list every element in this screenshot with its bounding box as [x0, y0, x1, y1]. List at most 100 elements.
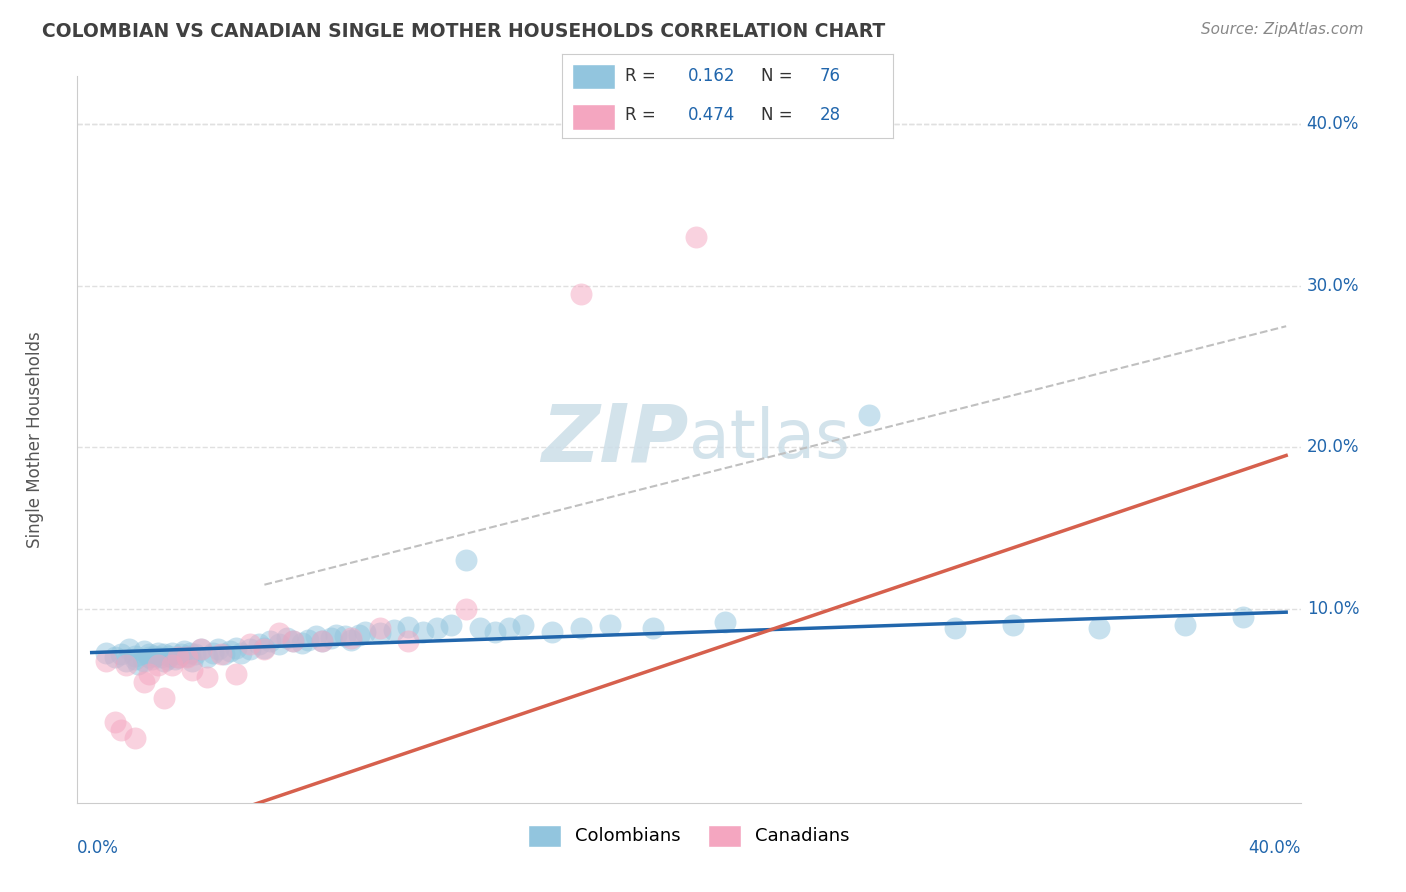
Text: 30.0%: 30.0% [1306, 277, 1360, 295]
Point [454, 553, 477, 567]
Legend: Colombians, Canadians: Colombians, Canadians [519, 815, 859, 855]
Point [184, 647, 207, 661]
Text: 40.0%: 40.0% [1249, 839, 1301, 857]
Point [225, 666, 247, 681]
Point [190, 642, 212, 657]
Point [267, 638, 290, 652]
Point [181, 654, 204, 668]
Point [498, 621, 520, 635]
Point [311, 634, 333, 648]
Text: 10.0%: 10.0% [1306, 600, 1360, 618]
Point [132, 674, 155, 689]
Point [104, 714, 127, 729]
Point [176, 648, 198, 663]
Point [124, 652, 146, 666]
Point [858, 408, 880, 422]
Point [152, 647, 174, 661]
Point [484, 624, 506, 639]
Point [470, 621, 492, 635]
Point [167, 650, 190, 665]
Point [541, 624, 564, 639]
FancyBboxPatch shape [572, 63, 616, 89]
Point [155, 652, 177, 666]
Point [201, 646, 224, 660]
Point [512, 618, 534, 632]
Point [291, 636, 314, 650]
Point [152, 690, 174, 705]
Point [319, 631, 342, 645]
Point [368, 626, 391, 640]
Point [641, 621, 664, 635]
Point [253, 640, 276, 655]
Point [225, 640, 247, 655]
Text: R =: R = [626, 68, 661, 86]
Point [127, 657, 149, 671]
Point [209, 647, 232, 661]
Point [146, 646, 169, 660]
Point [179, 646, 201, 660]
Point [207, 642, 229, 657]
Point [195, 670, 218, 684]
Point [104, 650, 127, 665]
Point [115, 658, 138, 673]
Text: 0.162: 0.162 [688, 68, 735, 86]
Point [685, 230, 707, 244]
Point [162, 646, 184, 660]
Point [138, 666, 160, 681]
Point [569, 287, 592, 301]
Text: R =: R = [626, 106, 661, 124]
Point [943, 621, 966, 635]
Text: N =: N = [761, 106, 797, 124]
Point [181, 663, 204, 677]
Text: COLOMBIAN VS CANADIAN SINGLE MOTHER HOUSEHOLDS CORRELATION CHART: COLOMBIAN VS CANADIAN SINGLE MOTHER HOUS… [42, 22, 886, 41]
Point [165, 652, 187, 666]
Point [454, 602, 477, 616]
Point [267, 626, 290, 640]
Point [412, 624, 434, 639]
Point [1232, 610, 1254, 624]
Text: 76: 76 [820, 68, 841, 86]
Point [143, 648, 166, 663]
Point [124, 648, 146, 663]
Text: 20.0%: 20.0% [1306, 438, 1360, 457]
Point [159, 648, 181, 663]
FancyBboxPatch shape [572, 104, 616, 130]
Point [146, 658, 169, 673]
Text: atlas: atlas [689, 407, 849, 472]
Point [311, 634, 333, 648]
Text: 40.0%: 40.0% [1306, 115, 1360, 133]
Point [115, 654, 138, 668]
Point [138, 647, 160, 661]
Text: 0.474: 0.474 [688, 106, 735, 124]
Point [354, 624, 377, 639]
Point [152, 654, 174, 668]
Point [283, 634, 305, 648]
Point [247, 638, 270, 652]
Point [218, 644, 240, 658]
Point [305, 629, 328, 643]
Point [170, 647, 193, 661]
Point [94, 646, 117, 660]
Text: N =: N = [761, 68, 797, 86]
Point [176, 650, 198, 665]
Point [167, 650, 190, 665]
Text: 28: 28 [820, 106, 841, 124]
Point [110, 723, 132, 737]
Point [195, 650, 218, 665]
Point [132, 644, 155, 658]
Point [339, 632, 361, 647]
Point [253, 642, 276, 657]
Point [440, 618, 463, 632]
Point [297, 632, 319, 647]
Point [149, 650, 172, 665]
Point [94, 654, 117, 668]
Point [349, 628, 371, 642]
Point [1174, 618, 1197, 632]
Text: 0.0%: 0.0% [77, 839, 120, 857]
Point [276, 631, 298, 645]
Point [259, 634, 281, 648]
Text: Single Mother Households: Single Mother Households [25, 331, 44, 548]
Text: ZIP: ZIP [541, 401, 689, 478]
Point [118, 642, 141, 657]
Point [569, 621, 592, 635]
